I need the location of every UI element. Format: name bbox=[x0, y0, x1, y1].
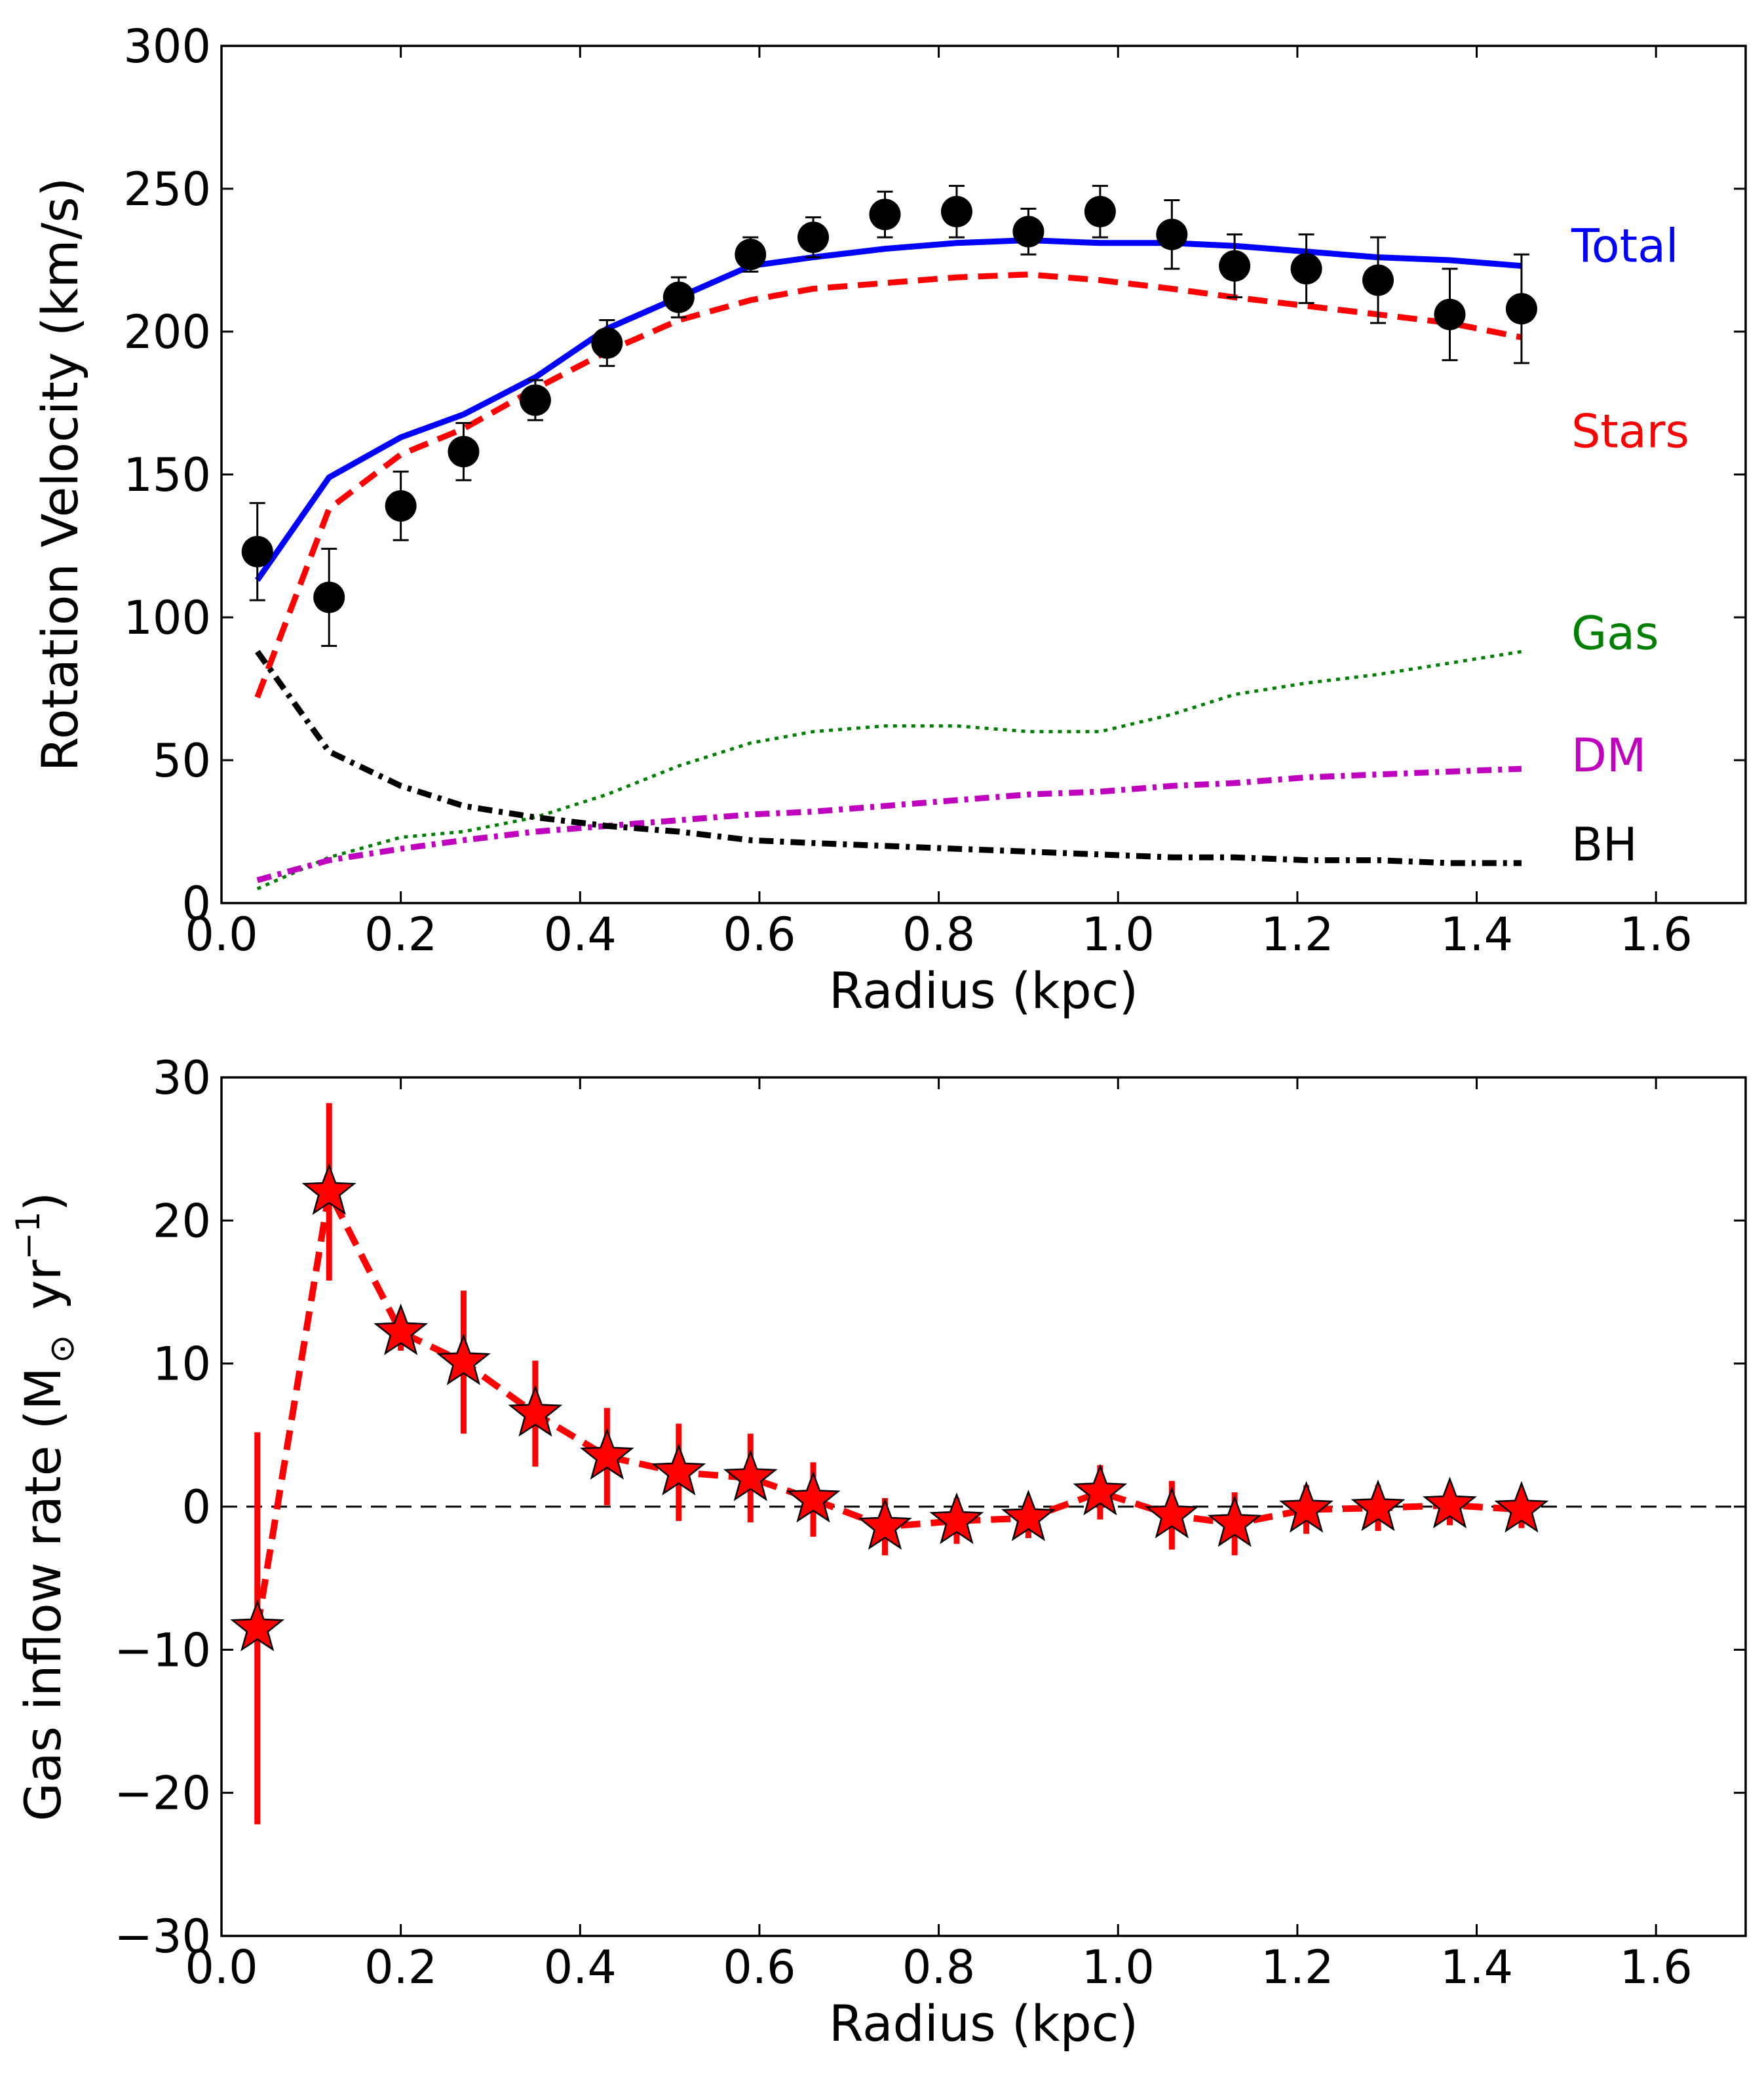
observed-point bbox=[519, 384, 551, 416]
legend-label-bh: BH bbox=[1571, 818, 1638, 872]
y-tick-label: 50 bbox=[153, 734, 211, 788]
data-point-star bbox=[929, 1492, 984, 1545]
x-tick-label: 0.8 bbox=[902, 908, 975, 961]
observed-point bbox=[940, 195, 972, 227]
x-tick-label: 1.6 bbox=[1620, 1940, 1693, 1994]
x-tick-label: 0.2 bbox=[364, 1940, 437, 1994]
x-tick-label: 1.4 bbox=[1440, 908, 1513, 961]
data-point-star bbox=[1423, 1476, 1477, 1529]
observed-point bbox=[735, 239, 767, 271]
y-tick-label: −10 bbox=[114, 1623, 211, 1677]
y-tick-label: 20 bbox=[153, 1194, 211, 1248]
y-tick-label: 300 bbox=[123, 20, 211, 73]
observed-point bbox=[313, 581, 345, 613]
observed-point bbox=[1084, 195, 1116, 227]
series-line-total bbox=[255, 237, 1522, 582]
legend-label-stars: Stars bbox=[1571, 405, 1689, 459]
y-tick-label: 10 bbox=[153, 1338, 211, 1391]
observed-point bbox=[241, 535, 273, 568]
y-tick-label: 200 bbox=[123, 305, 211, 359]
x-tick-label: 0.4 bbox=[544, 908, 617, 961]
y-tick-label: 250 bbox=[123, 163, 211, 216]
x-tick-label: 1.4 bbox=[1440, 1940, 1513, 1994]
series-line-gas bbox=[256, 649, 1522, 891]
series-line-stars bbox=[254, 271, 1522, 699]
legend-label-gas: Gas bbox=[1571, 606, 1659, 660]
gas-inflow-panel: 0.0 0.2 0.4 0.6 0.8 1.0 1.2 1.4 1.6 −30 −20 −10 0 10 2… bbox=[9, 1051, 1747, 2053]
observed-point bbox=[1505, 293, 1537, 325]
data-point-star bbox=[1279, 1480, 1333, 1533]
x-tick-label: 0.0 bbox=[185, 1940, 258, 1994]
data-point-star bbox=[1207, 1495, 1262, 1547]
y-axis-label: Rotation Velocity (km/s) bbox=[31, 178, 89, 772]
data-point-star bbox=[508, 1385, 563, 1437]
data-point-star bbox=[301, 1163, 356, 1215]
y-tick-label: 100 bbox=[123, 591, 211, 645]
x-tick-label: 1.2 bbox=[1261, 908, 1333, 961]
data-point-star bbox=[723, 1449, 778, 1501]
observed-point bbox=[797, 222, 830, 254]
rotation-curve-panel: 0.0 0.2 0.4 0.6 0.8 1.0 1.2 1.4 1.6 0 50 100 150 200 2… bbox=[31, 20, 1747, 1020]
plot-frame bbox=[220, 1076, 1747, 1937]
y-tick-label: 0 bbox=[182, 1480, 211, 1534]
observed-point bbox=[1290, 253, 1322, 285]
observed-point bbox=[448, 436, 480, 468]
y-tick-label: −20 bbox=[114, 1767, 211, 1821]
legend-label-total: Total bbox=[1571, 220, 1678, 273]
legend-label-dm: DM bbox=[1571, 729, 1646, 782]
series-line-series bbox=[254, 1181, 1522, 1629]
x-tick-label: 1.0 bbox=[1082, 908, 1155, 961]
data-point-star bbox=[651, 1444, 706, 1495]
data-point-star bbox=[1494, 1480, 1549, 1533]
data-point-star bbox=[786, 1471, 841, 1523]
x-axis-label: Radius (kpc) bbox=[829, 961, 1138, 1020]
series-line-bh bbox=[255, 649, 1522, 866]
x-tick-label: 0.6 bbox=[723, 1940, 796, 1994]
observed-point bbox=[1012, 216, 1045, 248]
y-tick-label: 150 bbox=[123, 448, 211, 502]
data-point-star bbox=[374, 1303, 429, 1355]
y-tick-label: −30 bbox=[114, 1910, 211, 1963]
x-tick-label: 1.6 bbox=[1620, 908, 1693, 961]
observed-point bbox=[1156, 218, 1188, 250]
data-point-star bbox=[1073, 1463, 1128, 1516]
observed-point bbox=[1362, 264, 1394, 296]
data-point-star bbox=[1001, 1489, 1056, 1541]
observed-point bbox=[662, 281, 695, 313]
data-point-star bbox=[579, 1428, 634, 1480]
plot-frame bbox=[220, 45, 1747, 904]
y-tick-label: 0 bbox=[182, 877, 211, 931]
data-point-star bbox=[1351, 1479, 1406, 1532]
x-tick-label: 1.2 bbox=[1261, 1940, 1333, 1994]
observed-point bbox=[591, 327, 623, 359]
x-tick-label: 0.4 bbox=[544, 1940, 617, 1994]
y-axis-label: Gas inflow rate (M⊙ yr−1) bbox=[9, 1192, 82, 1821]
x-tick-label: 0.2 bbox=[364, 908, 437, 961]
observed-point bbox=[869, 199, 901, 231]
data-point-star bbox=[230, 1600, 285, 1651]
observed-point bbox=[1434, 298, 1466, 330]
series-line-dm bbox=[256, 765, 1522, 883]
observed-point bbox=[385, 490, 417, 522]
x-tick-label: 1.0 bbox=[1082, 1940, 1155, 1994]
data-point-star bbox=[436, 1333, 491, 1385]
data-point-star bbox=[858, 1498, 912, 1550]
data-point-star bbox=[1144, 1486, 1199, 1539]
x-tick-label: 0.6 bbox=[723, 908, 796, 961]
x-tick-label: 0.8 bbox=[902, 1940, 975, 1994]
x-tick-label: 0.0 bbox=[185, 908, 258, 961]
y-tick-label: 30 bbox=[153, 1051, 211, 1105]
x-axis-label: Radius (kpc) bbox=[829, 1994, 1138, 2053]
observed-point bbox=[1219, 250, 1251, 282]
